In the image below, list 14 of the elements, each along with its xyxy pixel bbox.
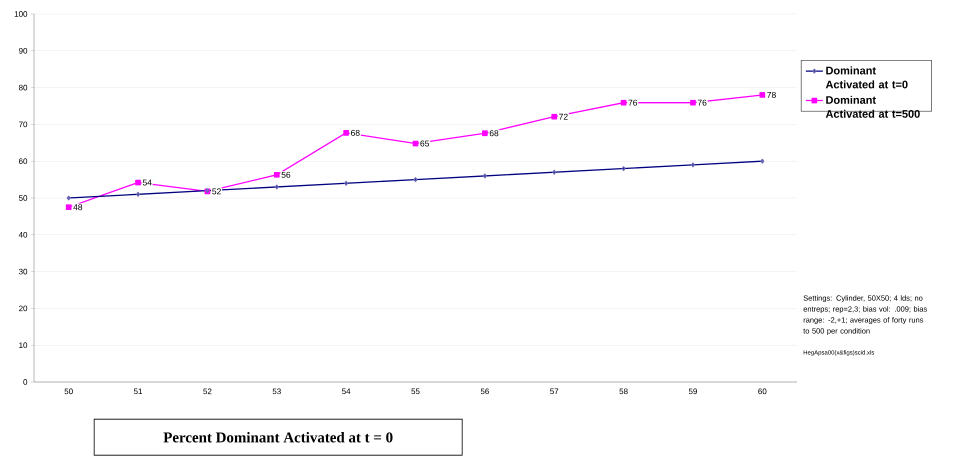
data-label: 76 [698,100,706,106]
data-label: 68 [490,130,498,136]
data-label: 68 [351,130,360,136]
data-label: 48 [73,204,82,210]
data-label: 56 [282,172,290,178]
legend-label: Dominant Activated at t=500 [826,96,920,118]
data-label: 52 [212,188,221,194]
data-label: 54 [142,180,152,186]
data-label: 65 [420,140,430,147]
data-label: 78 [767,92,776,98]
legend-label: Dominant Activated at t=0 [826,66,908,88]
data-label: 76 [628,100,638,106]
x-axis-title: Percent Dominant Activated at t = 0 [163,432,393,442]
data-label: 72 [559,114,568,120]
